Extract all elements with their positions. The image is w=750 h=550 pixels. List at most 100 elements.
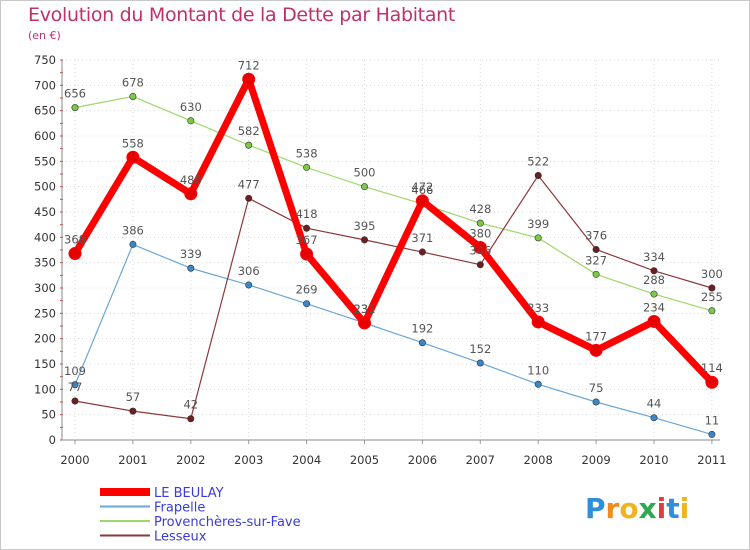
proxiti-logo: Proxiti — [585, 492, 689, 525]
data-point-provench-res-sur-fave — [592, 270, 600, 278]
x-tick-label: 2011 — [697, 453, 726, 467]
data-label-frapelle: 269 — [296, 283, 318, 297]
data-point-frapelle — [650, 414, 658, 422]
chart-title: Evolution du Montant de la Dette par Hab… — [28, 4, 456, 26]
y-tick-label: 150 — [34, 357, 56, 371]
data-label-lesseux: 77 — [68, 380, 83, 394]
data-label-provench-res-sur-fave: 255 — [701, 290, 723, 304]
logo-letter: o — [619, 492, 638, 525]
x-tick-label: 2003 — [234, 453, 263, 467]
data-label-frapelle: 306 — [238, 264, 260, 278]
data-point-lesseux — [650, 267, 658, 275]
data-label-le-beulay: 558 — [122, 136, 144, 150]
legend-label-provench-res-sur-fave: Provenchères-sur-Fave — [154, 515, 301, 530]
y-tick-label: 350 — [34, 256, 56, 270]
data-label-frapelle: 110 — [527, 363, 549, 377]
data-label-le-beulay: 367 — [296, 233, 318, 247]
series-layer — [68, 72, 719, 438]
data-label-provench-res-sur-fave: 538 — [296, 146, 318, 160]
data-point-frapelle — [418, 339, 426, 347]
logo-letter: P — [585, 492, 606, 525]
y-tick-label: 750 — [34, 53, 56, 67]
data-point-lesseux — [187, 415, 195, 423]
data-point-lesseux — [71, 397, 79, 405]
data-label-lesseux: 376 — [585, 228, 607, 242]
data-point-lesseux — [360, 236, 368, 244]
data-point-provench-res-sur-fave — [360, 183, 368, 191]
data-point-frapelle — [245, 281, 253, 289]
data-point-le-beulay — [473, 240, 487, 254]
data-label-frapelle: 339 — [180, 247, 202, 261]
data-label-frapelle: 75 — [589, 381, 604, 395]
data-point-provench-res-sur-fave — [476, 219, 484, 227]
data-point-le-beulay — [647, 314, 661, 328]
data-point-lesseux — [303, 224, 311, 232]
data-label-le-beulay: 233 — [527, 301, 549, 315]
data-label-frapelle: 386 — [122, 223, 144, 237]
x-tick-label: 2009 — [581, 453, 610, 467]
data-label-le-beulay: 472 — [411, 180, 433, 194]
plot-area — [62, 60, 720, 440]
x-tick-label: 2001 — [118, 453, 147, 467]
y-tick-label: 200 — [34, 332, 56, 346]
legend-label-frapelle: Frapelle — [154, 501, 205, 516]
y-tick-label: 50 — [41, 408, 56, 422]
logo-letter: i — [657, 492, 667, 525]
data-point-provench-res-sur-fave — [303, 163, 311, 171]
data-label-le-beulay: 486 — [180, 173, 202, 187]
data-label-layer: 109 386 339 306 269 231 192 152 110 75 44 11 656 678 6… — [64, 58, 723, 427]
data-point-lesseux — [129, 407, 137, 415]
data-point-lesseux — [534, 172, 542, 180]
series-line-provench-res-sur-fave — [74, 95, 713, 312]
axis-layer: 0 50 100 150 200 250 300 350 400 450 500 550 600 650 7… — [34, 53, 726, 467]
y-tick-label: 0 — [49, 433, 56, 447]
x-tick-label: 2007 — [466, 453, 495, 467]
chart-subtitle: (en €) — [28, 29, 61, 42]
data-label-lesseux: 371 — [411, 231, 433, 245]
y-tick-label: 550 — [34, 154, 56, 168]
data-label-provench-res-sur-fave: 399 — [527, 217, 549, 231]
data-point-provench-res-sur-fave — [71, 104, 79, 112]
data-point-le-beulay — [705, 375, 719, 389]
data-label-lesseux: 346 — [469, 244, 491, 258]
y-tick-label: 500 — [34, 180, 56, 194]
data-point-le-beulay — [415, 194, 429, 208]
logo-letter: t — [666, 492, 679, 525]
data-point-lesseux — [245, 194, 253, 202]
data-label-provench-res-sur-fave: 678 — [122, 75, 144, 89]
data-point-provench-res-sur-fave — [129, 92, 137, 100]
data-point-le-beulay — [68, 247, 82, 261]
y-tick-label: 400 — [34, 230, 56, 244]
data-point-le-beulay — [184, 187, 198, 201]
x-tick-label: 2008 — [524, 453, 553, 467]
data-label-lesseux: 418 — [296, 207, 318, 221]
logo-letter: i — [680, 492, 690, 525]
data-point-provench-res-sur-fave — [708, 307, 716, 315]
series-line-frapelle — [74, 243, 713, 436]
data-point-frapelle — [534, 380, 542, 388]
data-label-le-beulay: 177 — [585, 329, 607, 343]
data-label-lesseux: 334 — [643, 250, 665, 264]
data-label-frapelle: 192 — [411, 322, 433, 336]
x-tick-label: 2005 — [350, 453, 379, 467]
y-tick-label: 450 — [34, 205, 56, 219]
data-label-provench-res-sur-fave: 288 — [643, 273, 665, 287]
y-tick-label: 700 — [34, 78, 56, 92]
data-label-lesseux: 42 — [183, 398, 198, 412]
y-tick-label: 100 — [34, 382, 56, 396]
legend: LE BEULAYFrapelleProvenchères-sur-FaveLe… — [100, 486, 301, 545]
data-point-frapelle — [303, 300, 311, 308]
data-point-frapelle — [187, 264, 195, 272]
x-tick-label: 2000 — [60, 453, 89, 467]
data-point-provench-res-sur-fave — [187, 117, 195, 125]
data-label-lesseux: 300 — [701, 267, 723, 281]
data-point-frapelle — [129, 240, 137, 248]
data-label-provench-res-sur-fave: 582 — [238, 124, 260, 138]
logo-letter: x — [639, 492, 657, 525]
x-tick-label: 2006 — [408, 453, 437, 467]
data-label-lesseux: 395 — [354, 219, 376, 233]
grid-layer — [62, 59, 720, 441]
data-label-frapelle: 44 — [647, 397, 662, 411]
series-line-le-beulay — [71, 75, 716, 386]
